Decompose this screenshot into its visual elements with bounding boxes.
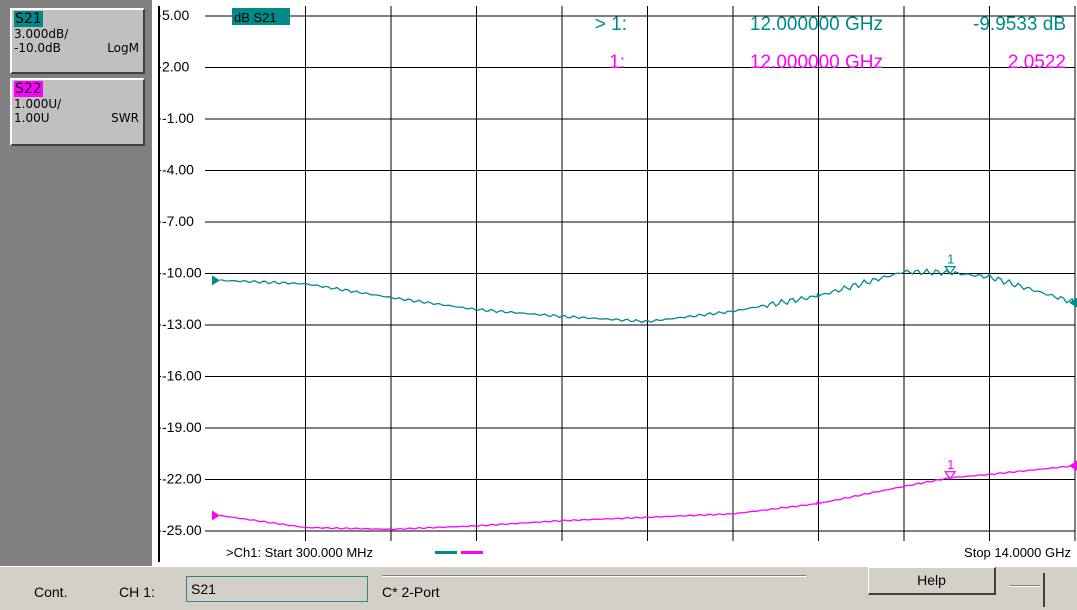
stop-frequency: Stop 14.0000 GHz: [964, 545, 1071, 560]
trace-s22-format: SWR: [111, 111, 139, 125]
s22-legend-swatch: [461, 551, 483, 554]
y-tick-label-bg: [161, 365, 205, 384]
y-tick-label: -22.00: [162, 471, 202, 487]
y-tick-label-bg: [161, 468, 205, 487]
y-tick-label-bg: [161, 159, 205, 178]
y-tick-label: -25.00: [162, 522, 202, 538]
marker-triangle: [944, 266, 957, 275]
marker1-freq: 12.000000 GHz: [750, 14, 883, 35]
y-tick-labels: 5.00 2.00 -1.00 -4.00 -7.00 -10.00 -13.00 -16.0…: [161, 5, 205, 538]
reference-pointer-right: [1069, 297, 1077, 308]
asterisk-mark: *: [815, 290, 820, 305]
reference-pointer-right: [1069, 460, 1077, 471]
trace-lines: [219, 268, 1076, 531]
left-axis-line: [158, 6, 160, 562]
chart-svg: 5.00 2.00 -1.00 -4.00 -7.00 -10.00 -13.00 -16.0…: [158, 5, 1077, 562]
y-tick-label-bg: [161, 5, 205, 23]
marker1-s22-value: 2.0522: [1008, 52, 1066, 73]
chart-area: 5.00 2.00 -1.00 -4.00 -7.00 -10.00 -13.00 -16.0…: [152, 0, 1077, 566]
status-separator: [1043, 573, 1045, 607]
channel-label: CH 1:: [119, 584, 155, 600]
y-tick-label: 2.00: [162, 59, 189, 75]
marker1-s22-freq: 12.000000 GHz: [750, 52, 883, 73]
y-tick-label-bg: [161, 417, 205, 435]
reference-pointer: [212, 275, 220, 286]
y-tick-label-bg: [161, 211, 205, 229]
y-tick-label: -4.00: [162, 162, 194, 178]
trace-s22-button[interactable]: S22 1.000U/ 1.00U SWR: [10, 78, 145, 146]
calibration-status: C* 2-Port: [382, 584, 440, 600]
s21-legend-swatch: [435, 551, 457, 554]
trace-s21-scale: 3.000dB/: [14, 27, 69, 41]
y-tick-label-bg: [161, 314, 205, 332]
trace-s22-name: S22: [14, 81, 43, 97]
trace-label-box: [232, 8, 290, 25]
status-divider-right: [1010, 585, 1040, 587]
trace-line-s21: [219, 268, 1076, 324]
start-frequency: >Ch1: Start 300.000 MHz: [226, 545, 373, 560]
marker-triangle: [944, 471, 957, 480]
marker-symbols: 1 * 1 *: [212, 252, 1077, 521]
marker-number: 1: [947, 252, 954, 267]
trace-s22-scale: 1.000U/: [14, 97, 62, 111]
chart-grid: [158, 6, 1076, 541]
trace-s21-button[interactable]: S21 3.000dB/ -10.0dB LogM: [10, 8, 145, 74]
trace-label: dB S21: [234, 10, 277, 25]
trace-panel: S21 3.000dB/ -10.0dB LogM S22 1.000U/ 1.0…: [0, 0, 152, 566]
y-tick-label: 5.00: [162, 7, 189, 23]
trace-s22-ref: 1.00U: [14, 111, 50, 125]
marker1-prefix: > 1:: [595, 14, 627, 35]
trace-s21-name: S21: [14, 11, 43, 27]
sweep-mode: Cont.: [34, 584, 68, 600]
trace-s21-ref: -10.0dB: [14, 41, 61, 55]
y-tick-label: -19.00: [162, 419, 202, 435]
y-tick-label: -13.00: [162, 316, 202, 332]
y-tick-label: -7.00: [162, 213, 194, 229]
marker1-value: -9.9533 dB: [973, 14, 1066, 35]
trace-line-s22: [219, 464, 1076, 531]
status-divider: [382, 575, 806, 577]
marker-number: 1: [947, 457, 954, 472]
asterisk-mark: *: [815, 498, 820, 513]
y-tick-label: -16.00: [162, 368, 202, 384]
help-button[interactable]: Help: [868, 567, 996, 595]
y-tick-label-bg: [161, 262, 205, 281]
trace-s21-format: LogM: [107, 41, 139, 55]
y-tick-label: -1.00: [162, 110, 194, 126]
y-tick-label-bg: [161, 56, 205, 75]
y-tick-label-bg: [161, 108, 205, 126]
y-tick-label-bg: [161, 520, 205, 538]
marker1-s22-prefix: 1:: [609, 52, 625, 73]
status-bar: Cont. CH 1: S21 C* 2-Port Help: [0, 566, 1077, 610]
reference-pointer: [212, 510, 220, 521]
y-tick-label: -10.00: [162, 265, 202, 281]
active-parameter-field[interactable]: S21: [186, 576, 368, 602]
